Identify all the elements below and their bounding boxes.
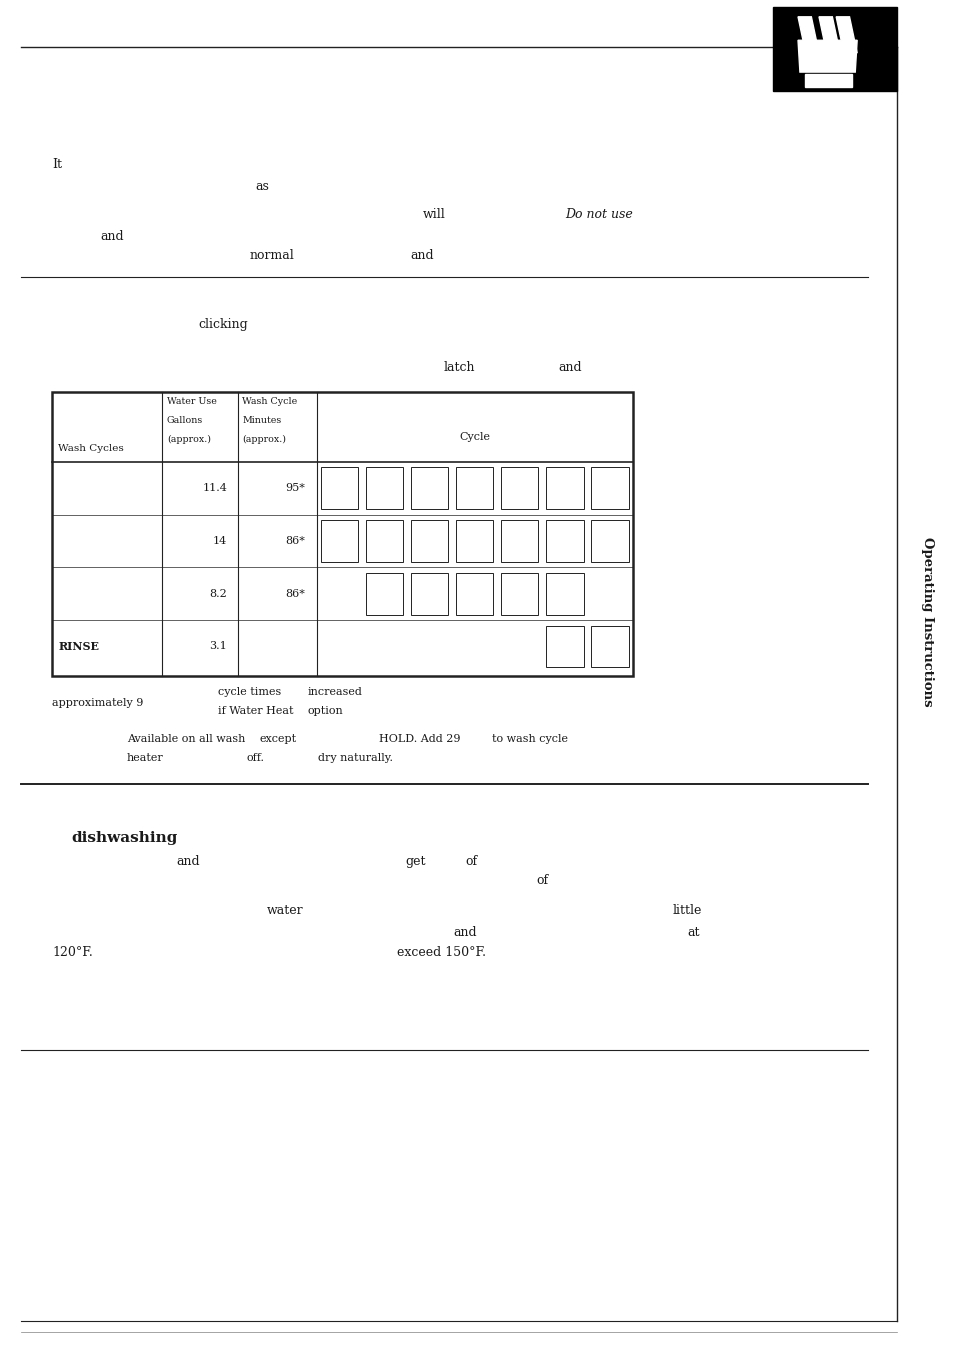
Text: 86*: 86*: [285, 589, 305, 598]
Text: Rinse: Rinse: [553, 643, 576, 650]
Bar: [456, 467, 493, 509]
Text: Do not use: Do not use: [564, 208, 632, 222]
Text: Rinse: Rinse: [553, 485, 576, 492]
Bar: [456, 520, 493, 562]
Text: option: option: [307, 705, 342, 716]
Bar: [500, 467, 537, 509]
Text: Main
Wash: Main Wash: [463, 532, 485, 550]
Text: Rinse: Rinse: [508, 485, 531, 492]
Bar: [411, 573, 448, 615]
Text: cycle times: cycle times: [217, 686, 280, 697]
Text: (approx.): (approx.): [167, 435, 211, 444]
Text: little: little: [672, 904, 701, 917]
Bar: [365, 520, 403, 562]
Text: Rinse: Rinse: [417, 538, 440, 544]
Polygon shape: [797, 16, 818, 53]
Text: RINSE: RINSE: [58, 640, 99, 653]
Text: 3.1: 3.1: [209, 642, 227, 651]
Polygon shape: [797, 41, 857, 72]
Text: exceed 150°F.: exceed 150°F.: [396, 946, 485, 959]
Text: heater: heater: [127, 753, 164, 763]
Bar: [545, 520, 583, 562]
Text: increased: increased: [307, 686, 362, 697]
Text: of: of: [536, 874, 548, 888]
Text: if Water Heat: if Water Heat: [217, 705, 293, 716]
Bar: [411, 467, 448, 509]
Text: Rinse: Rinse: [598, 538, 620, 544]
Bar: [545, 626, 583, 667]
Text: HOLD. Add 29: HOLD. Add 29: [378, 734, 459, 744]
Text: Rinse: Rinse: [508, 538, 531, 544]
Bar: [591, 520, 628, 562]
Text: 95*: 95*: [285, 484, 305, 493]
Text: Rinse: Rinse: [508, 590, 531, 597]
Text: Rinse: Rinse: [553, 538, 576, 544]
Bar: [365, 467, 403, 509]
Bar: [411, 520, 448, 562]
Text: 11.4: 11.4: [202, 484, 227, 493]
Text: 8.2: 8.2: [209, 589, 227, 598]
Text: of: of: [465, 855, 477, 869]
Polygon shape: [835, 16, 857, 53]
Text: to wash cycle: to wash cycle: [492, 734, 568, 744]
Text: as: as: [255, 180, 270, 193]
Bar: [320, 467, 357, 509]
Polygon shape: [818, 16, 839, 53]
Text: Main
Wash: Main Wash: [463, 585, 485, 603]
Text: and: and: [410, 249, 434, 262]
Text: at: at: [686, 925, 699, 939]
Text: and: and: [558, 361, 581, 374]
Text: Rinse: Rinse: [553, 590, 576, 597]
Text: clicking: clicking: [198, 317, 248, 331]
Text: Rinse: Rinse: [417, 485, 440, 492]
Text: Available on all wash: Available on all wash: [127, 734, 245, 744]
Text: get: get: [405, 855, 425, 869]
Text: normal: normal: [250, 249, 294, 262]
Bar: [545, 573, 583, 615]
Text: Cycle: Cycle: [458, 432, 490, 443]
Text: 120°F.: 120°F.: [52, 946, 93, 959]
Text: dry naturally.: dry naturally.: [317, 753, 393, 763]
Bar: [772, 7, 896, 91]
Text: Wash Cycles: Wash Cycles: [58, 443, 124, 453]
Bar: [500, 573, 537, 615]
Text: Rinse: Rinse: [373, 590, 395, 597]
Text: approximately 9: approximately 9: [52, 697, 144, 708]
Text: (approx.): (approx.): [242, 435, 286, 444]
Bar: [52, 392, 632, 676]
Text: Wash Cycle: Wash Cycle: [242, 397, 297, 407]
Text: Operating Instructions: Operating Instructions: [920, 536, 933, 707]
Text: off.: off.: [246, 753, 264, 763]
Text: and: and: [453, 925, 476, 939]
Text: Rinse: Rinse: [598, 643, 620, 650]
Bar: [591, 626, 628, 667]
Text: 14: 14: [213, 536, 227, 546]
Bar: [365, 573, 403, 615]
Text: Rinse: Rinse: [328, 538, 351, 544]
Bar: [500, 520, 537, 562]
Text: Rinse: Rinse: [328, 485, 351, 492]
Text: and: and: [176, 855, 200, 869]
Text: Water Use: Water Use: [167, 397, 216, 407]
Polygon shape: [804, 74, 852, 88]
Bar: [591, 467, 628, 509]
Bar: [320, 520, 357, 562]
Text: Rinse: Rinse: [373, 485, 395, 492]
Text: will: will: [422, 208, 445, 222]
Text: dishwashing: dishwashing: [71, 831, 178, 844]
Text: Gallons: Gallons: [167, 416, 203, 426]
Text: latch: latch: [443, 361, 475, 374]
Text: Minutes: Minutes: [242, 416, 281, 426]
Text: Rinse: Rinse: [417, 590, 440, 597]
Text: Rinse: Rinse: [373, 538, 395, 544]
Text: Main
Wash: Main Wash: [463, 480, 485, 497]
Bar: [456, 573, 493, 615]
Text: water: water: [267, 904, 303, 917]
Text: Rinse: Rinse: [598, 485, 620, 492]
Text: 86*: 86*: [285, 536, 305, 546]
Bar: [545, 467, 583, 509]
Text: It: It: [52, 158, 62, 172]
Text: except: except: [259, 734, 296, 744]
Text: and: and: [100, 230, 124, 243]
